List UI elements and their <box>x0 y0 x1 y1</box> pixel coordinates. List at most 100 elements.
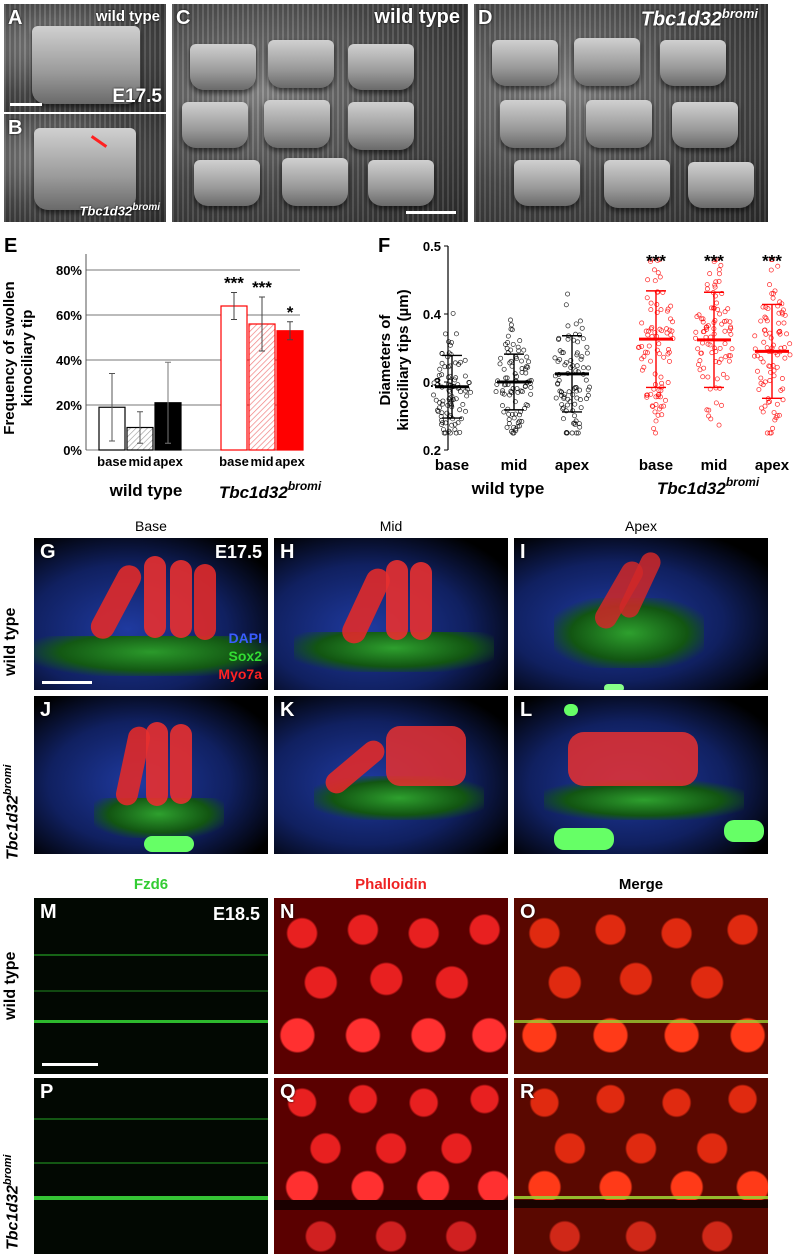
data-point <box>727 353 733 359</box>
data-point <box>787 352 793 358</box>
data-point <box>563 408 569 414</box>
data-point <box>563 360 569 366</box>
data-point <box>763 331 769 337</box>
data-point <box>666 347 671 352</box>
data-point <box>717 345 723 351</box>
data-point <box>719 402 724 408</box>
data-point <box>573 321 579 327</box>
data-point <box>521 347 527 353</box>
category-label: base <box>639 457 673 474</box>
data-point <box>439 372 445 378</box>
data-point <box>653 418 659 424</box>
data-point <box>584 350 590 356</box>
y-tick-label: 20% <box>56 398 82 413</box>
data-point <box>648 326 654 332</box>
data-point <box>722 341 728 347</box>
data-point <box>435 377 441 383</box>
data-point <box>657 257 663 263</box>
data-point <box>705 374 711 380</box>
data-point <box>517 418 522 424</box>
data-point <box>699 316 705 322</box>
data-point <box>435 407 440 413</box>
data-point <box>464 393 470 399</box>
chart-f: F Diameters of kinociliary tips (µm) 0.2… <box>378 235 793 498</box>
significance-mark: *** <box>224 274 244 293</box>
category-label: base <box>435 457 469 474</box>
panel-i: I <box>514 538 768 690</box>
panel-letter-r: R <box>520 1081 535 1103</box>
data-point <box>580 336 586 342</box>
category-label: mid <box>501 457 528 474</box>
data-point <box>566 389 572 395</box>
data-point <box>445 364 451 370</box>
panel-p: P <box>34 1078 268 1254</box>
data-point <box>641 364 647 370</box>
data-point <box>438 421 444 427</box>
data-point <box>455 420 461 426</box>
data-point <box>716 267 722 273</box>
data-point <box>772 417 778 423</box>
data-point <box>644 392 650 398</box>
data-point <box>584 344 590 350</box>
data-point <box>510 341 516 347</box>
data-point <box>563 430 569 436</box>
data-point <box>716 422 722 428</box>
data-point <box>462 373 468 379</box>
data-point <box>701 365 707 371</box>
category-label: base <box>97 454 127 469</box>
data-point <box>561 394 567 400</box>
data-point <box>528 391 534 397</box>
data-point <box>442 430 448 436</box>
data-point <box>708 416 714 422</box>
panel-l: L <box>514 696 768 854</box>
data-point <box>524 354 530 360</box>
data-point <box>440 401 445 407</box>
data-point <box>770 295 776 301</box>
row-label-mut-1: Tbc1d32bromi <box>2 764 22 860</box>
data-point <box>561 416 566 422</box>
data-point <box>699 350 704 356</box>
data-point <box>656 341 662 347</box>
data-point <box>659 380 665 386</box>
data-point <box>762 314 768 320</box>
data-point <box>646 343 652 349</box>
data-point <box>776 412 782 418</box>
data-point <box>466 379 472 385</box>
data-point <box>777 328 783 334</box>
data-point <box>562 391 568 397</box>
data-point <box>652 330 658 335</box>
data-point <box>445 354 451 360</box>
data-point <box>585 365 591 371</box>
data-point <box>453 375 459 381</box>
data-point <box>716 278 722 284</box>
data-point <box>503 375 509 381</box>
data-point <box>723 318 729 324</box>
data-point <box>523 402 529 408</box>
panel-r: R <box>514 1078 768 1254</box>
category-label: mid <box>250 454 273 469</box>
data-point <box>508 317 513 323</box>
data-point <box>507 392 513 398</box>
data-point <box>515 344 521 350</box>
data-point <box>659 328 665 334</box>
data-point <box>526 359 532 365</box>
data-point <box>511 424 517 430</box>
chart-e-group-wt: wild type <box>109 481 183 500</box>
data-point <box>758 356 764 362</box>
data-point <box>715 307 721 312</box>
data-point <box>760 304 766 310</box>
data-point <box>767 399 773 405</box>
data-point <box>519 389 525 395</box>
panel-letter-h: H <box>280 541 295 563</box>
data-point <box>508 358 514 364</box>
data-point <box>507 360 513 366</box>
data-point <box>442 364 448 370</box>
data-point <box>493 389 499 395</box>
data-point <box>639 320 645 326</box>
data-point <box>655 270 661 276</box>
scale-bar <box>42 1063 98 1066</box>
row-label-wt-1: wild type <box>2 607 19 676</box>
data-point <box>457 429 463 435</box>
data-point <box>439 360 445 366</box>
data-point <box>572 401 578 407</box>
